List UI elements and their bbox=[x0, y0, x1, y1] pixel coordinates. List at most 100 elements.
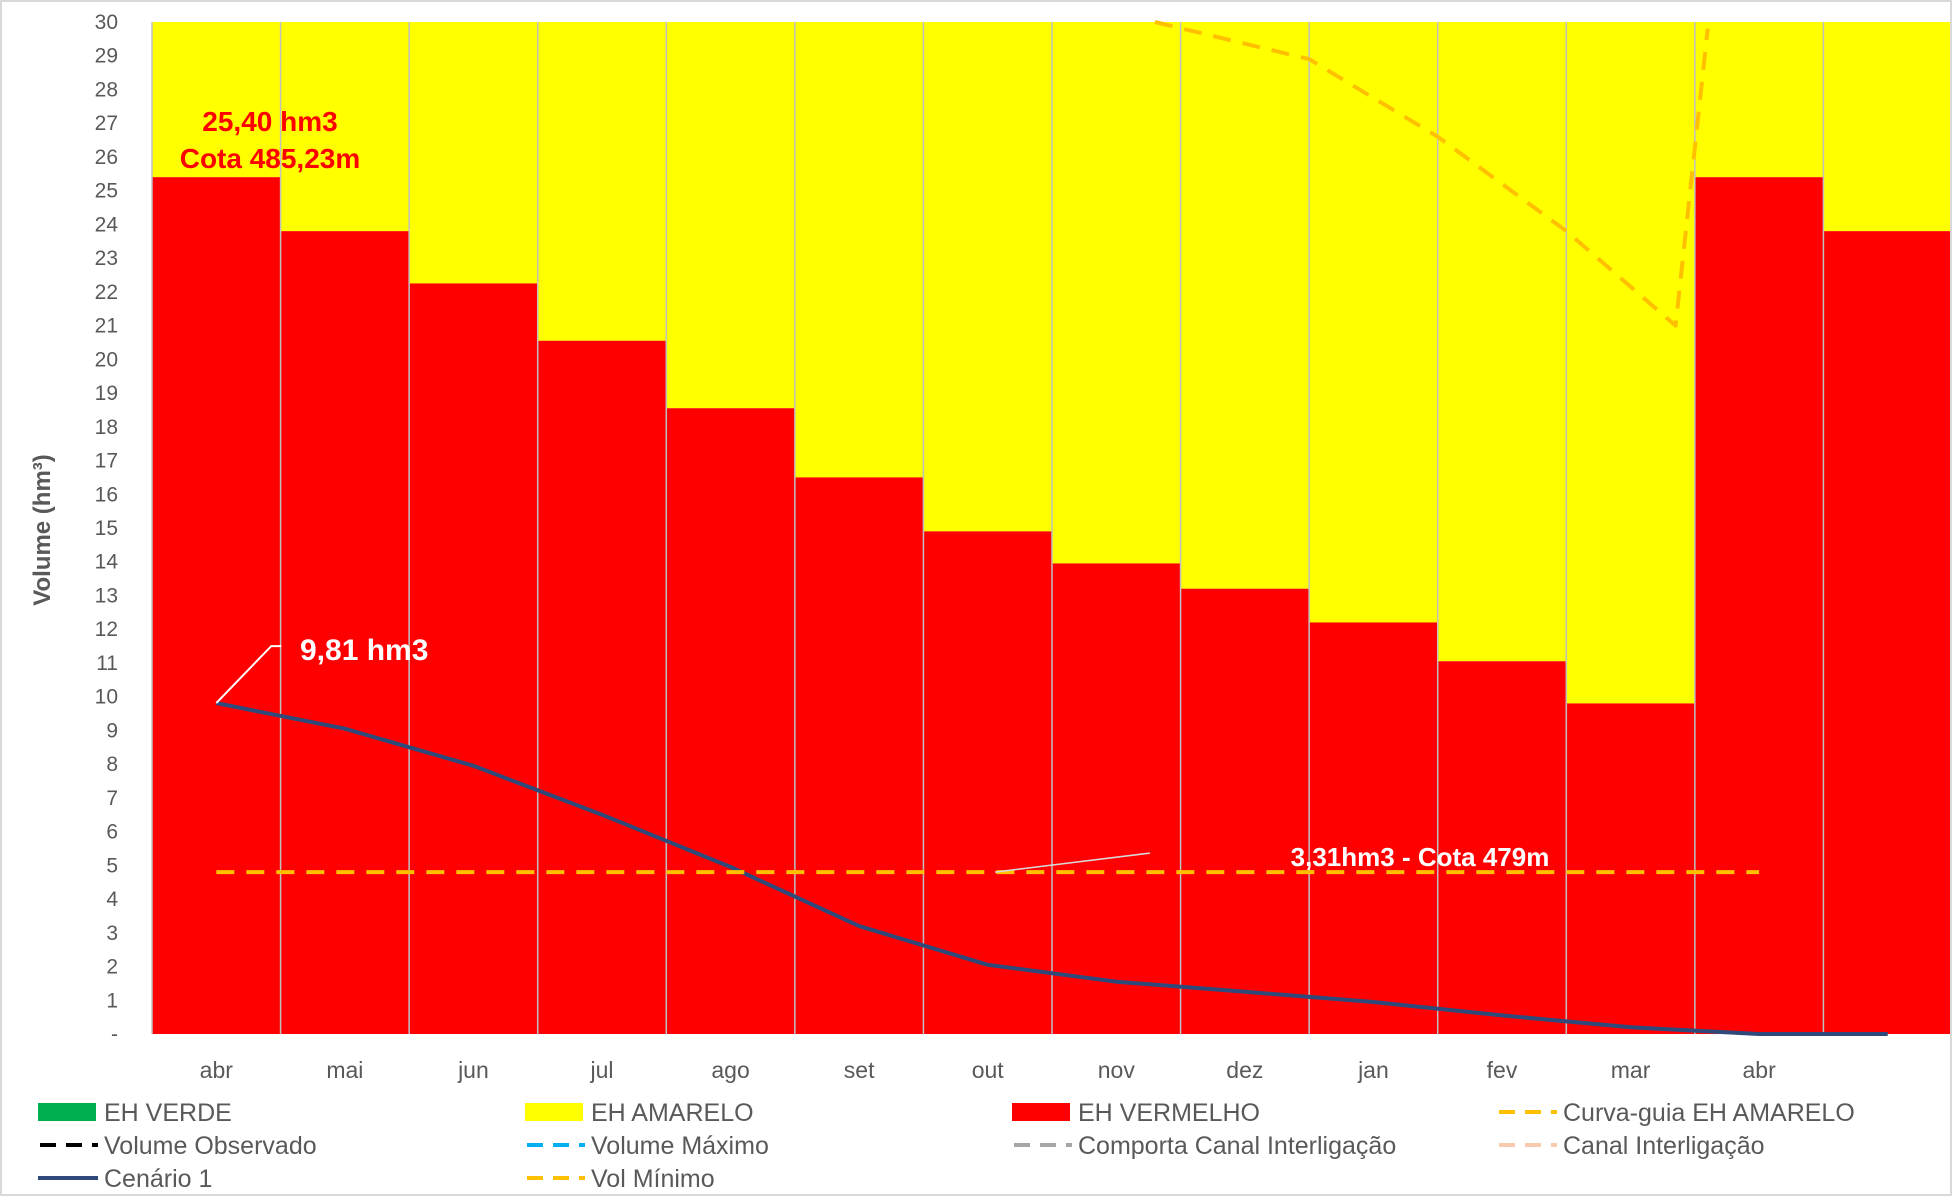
y-tick-label: 3 bbox=[106, 922, 118, 945]
band-amarelo-12 bbox=[1694, 22, 1824, 178]
y-tick-label: 20 bbox=[95, 348, 118, 371]
band-vermelho-13 bbox=[1823, 231, 1952, 1034]
band-amarelo-1 bbox=[280, 22, 410, 232]
y-tick-label: 28 bbox=[95, 78, 118, 101]
band-amarelo-8 bbox=[1180, 22, 1310, 589]
y-tick-label: 15 bbox=[95, 517, 118, 540]
legend-item-canal-interliga-o: Canal Interligação bbox=[1499, 1132, 1765, 1160]
legend-item-comporta-canal-interliga-o: Comporta Canal Interligação bbox=[1014, 1132, 1396, 1160]
legend-item-vol-m-nimo: Vol Mínimo bbox=[527, 1165, 715, 1193]
band-amarelo-7 bbox=[1052, 22, 1181, 564]
series-layer bbox=[215, 20, 1888, 1036]
band-amarelo-0 bbox=[152, 22, 281, 178]
series-line-cen-rio-1 bbox=[215, 701, 1888, 1036]
legend-item-eh-amarelo: EH AMARELO bbox=[525, 1099, 754, 1127]
band-amarelo-4 bbox=[666, 22, 795, 409]
y-tick-label: 25 bbox=[95, 180, 118, 203]
y-tick-label: 8 bbox=[106, 753, 118, 776]
x-tick-label-7: nov bbox=[1098, 1057, 1136, 1083]
legend-label: Vol Mínimo bbox=[591, 1165, 715, 1193]
y-tick-label: 24 bbox=[95, 213, 119, 236]
band-vermelho-2 bbox=[409, 283, 538, 1034]
band-amarelo-6 bbox=[923, 22, 1052, 532]
y-tick-label: 17 bbox=[95, 450, 118, 473]
band-vermelho-10 bbox=[1437, 661, 1567, 1034]
y-tick-label: 14 bbox=[95, 551, 119, 574]
y-tick-label: 30 bbox=[95, 11, 118, 34]
legend-label: EH VERMELHO bbox=[1078, 1099, 1260, 1127]
x-tick-label-2: jun bbox=[457, 1057, 489, 1083]
legend-label: Volume Máximo bbox=[591, 1132, 769, 1160]
y-tick-label: 5 bbox=[106, 854, 118, 877]
band-vermelho-7 bbox=[1052, 563, 1181, 1034]
y-tick-label: 27 bbox=[95, 112, 118, 135]
series-line-curva-guia-eh-amarelo bbox=[1154, 20, 1710, 328]
band-vermelho-11 bbox=[1566, 703, 1695, 1034]
x-tick-label-3: jul bbox=[589, 1057, 613, 1083]
annotation-vermelho-line2: Cota 485,23m bbox=[180, 143, 361, 174]
band-amarelo-11 bbox=[1566, 22, 1695, 704]
legend-label: EH AMARELO bbox=[591, 1099, 754, 1127]
y-tick-label: 26 bbox=[95, 146, 118, 169]
y-tick-label: 19 bbox=[95, 382, 118, 405]
annotation-cenario-start: 9,81 hm3 bbox=[300, 634, 428, 667]
legend-item-eh-vermelho: EH VERMELHO bbox=[1012, 1099, 1260, 1127]
y-tick-label: 4 bbox=[106, 888, 118, 911]
legend-item-cen-rio-1: Cenário 1 bbox=[38, 1165, 212, 1193]
x-tick-label-12: abr bbox=[1743, 1057, 1777, 1083]
x-tick-label-1: mai bbox=[326, 1057, 363, 1083]
x-tick-label-10: fev bbox=[1487, 1057, 1518, 1083]
band-vermelho-3 bbox=[537, 340, 667, 1034]
legend-item-volume-observado: Volume Observado bbox=[40, 1132, 317, 1160]
y-axis-label: Volume (hm³) bbox=[29, 454, 56, 606]
band-vermelho-1 bbox=[280, 231, 410, 1034]
legend-swatch bbox=[38, 1103, 96, 1121]
x-tick-label-0: abr bbox=[200, 1057, 234, 1083]
y-tick-label: 2 bbox=[106, 956, 118, 979]
legend-label: Canal Interligação bbox=[1563, 1132, 1765, 1160]
annotation-vol-minimo-leader bbox=[994, 852, 1151, 873]
y-tick-label: 10 bbox=[95, 686, 118, 709]
y-tick-label: 9 bbox=[106, 719, 118, 742]
band-vermelho-12 bbox=[1694, 177, 1824, 1034]
band-vermelho-4 bbox=[666, 408, 795, 1034]
legend-label: Cenário 1 bbox=[104, 1165, 212, 1193]
legend-swatch bbox=[525, 1103, 583, 1121]
x-tick-label-6: out bbox=[972, 1057, 1005, 1083]
annotation-vermelho-line1: 25,40 hm3 bbox=[202, 106, 337, 137]
legend-label: Comporta Canal Interligação bbox=[1078, 1132, 1396, 1160]
legend-item-eh-verde: EH VERDE bbox=[38, 1099, 232, 1127]
band-amarelo-13 bbox=[1823, 22, 1952, 232]
y-tick-label: 7 bbox=[106, 787, 118, 810]
x-tick-label-5: set bbox=[844, 1057, 875, 1083]
x-tick-label-9: jan bbox=[1357, 1057, 1389, 1083]
legend-item-curva-guia-eh-amarelo: Curva-guia EH AMARELO bbox=[1499, 1099, 1855, 1127]
band-vermelho-6 bbox=[923, 531, 1052, 1034]
y-tick-label: 16 bbox=[95, 483, 118, 506]
band-amarelo-10 bbox=[1437, 22, 1567, 662]
band-vermelho-9 bbox=[1309, 622, 1438, 1034]
annotation-cenario-leader bbox=[215, 645, 282, 704]
y-tick-label: 11 bbox=[96, 652, 118, 675]
legend: EH VERDE EH AMARELO EH VERMELHO Curva-guia … bbox=[38, 1099, 1855, 1193]
y-tick-label: 13 bbox=[95, 584, 118, 607]
x-tick-label-11: mar bbox=[1611, 1057, 1651, 1083]
y-tick-label: 12 bbox=[95, 618, 118, 641]
band-amarelo-5 bbox=[794, 22, 924, 478]
band-layer bbox=[151, 22, 1952, 1034]
annotation-vol-minimo: 3,31hm3 - Cota 479m bbox=[1291, 842, 1550, 872]
legend-swatch bbox=[1012, 1103, 1070, 1121]
legend-label: Curva-guia EH AMARELO bbox=[1563, 1099, 1855, 1127]
band-amarelo-2 bbox=[409, 22, 538, 284]
x-tick-label-4: ago bbox=[711, 1057, 749, 1083]
y-tick-label: 6 bbox=[106, 821, 118, 844]
legend-label: Volume Observado bbox=[104, 1132, 317, 1160]
band-amarelo-9 bbox=[1309, 22, 1438, 623]
band-amarelo-3 bbox=[537, 22, 667, 341]
y-tick-label: 21 bbox=[95, 315, 118, 338]
y-tick-label: 29 bbox=[95, 45, 118, 68]
